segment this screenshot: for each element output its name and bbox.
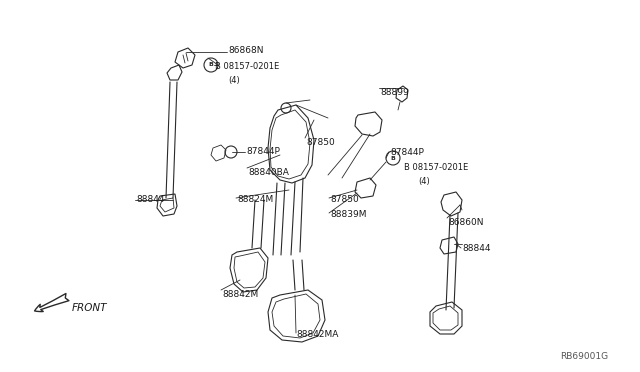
Text: 87844P: 87844P	[390, 148, 424, 157]
Text: B 08157-0201E: B 08157-0201E	[404, 163, 468, 172]
Text: 87850: 87850	[306, 138, 335, 147]
Text: RB69001G: RB69001G	[560, 352, 608, 361]
Text: 88824M: 88824M	[237, 195, 273, 204]
Text: (4): (4)	[418, 177, 429, 186]
Text: B: B	[209, 62, 213, 67]
Text: 88842MA: 88842MA	[296, 330, 339, 339]
Text: 88839M: 88839M	[330, 210, 367, 219]
Text: 88840BA: 88840BA	[248, 168, 289, 177]
Text: 87844P: 87844P	[246, 147, 280, 156]
Text: 86860N: 86860N	[448, 218, 483, 227]
Text: B: B	[390, 155, 396, 160]
Text: 86868N: 86868N	[228, 46, 264, 55]
Text: 88844: 88844	[462, 244, 490, 253]
Text: (4): (4)	[228, 76, 240, 85]
Text: 88842M: 88842M	[222, 290, 259, 299]
Text: 88899: 88899	[380, 88, 409, 97]
Text: 87850: 87850	[330, 195, 359, 204]
Text: FRONT: FRONT	[72, 303, 108, 313]
Text: B 08157-0201E: B 08157-0201E	[215, 62, 279, 71]
Text: 88844: 88844	[136, 195, 164, 204]
